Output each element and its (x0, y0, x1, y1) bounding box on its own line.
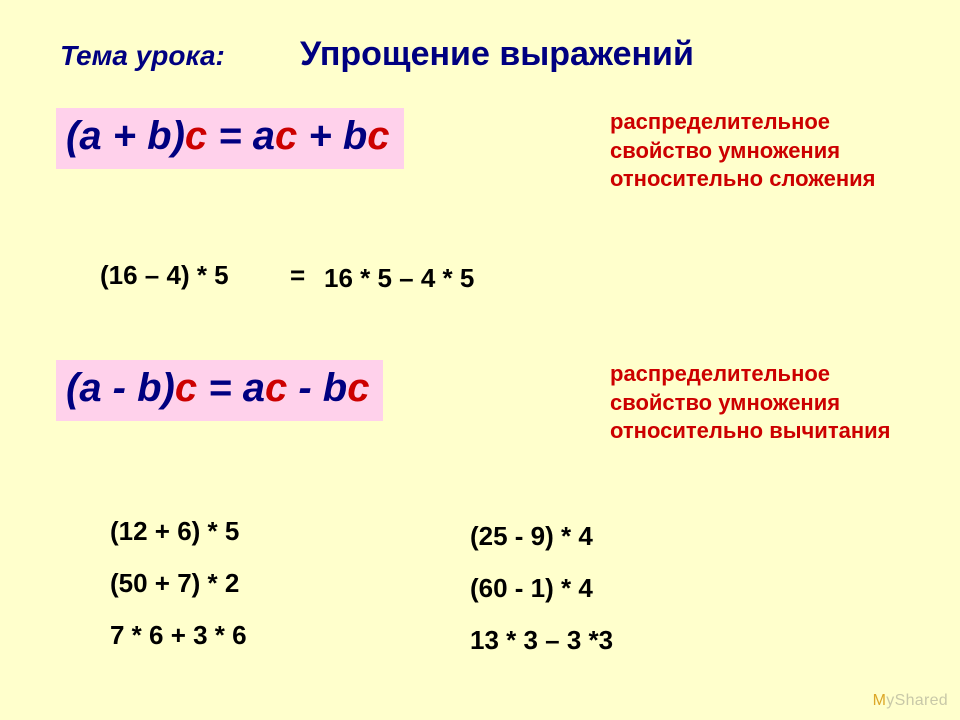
exercises-left: (12 + 6) * 5 (50 + 7) * 2 7 * 6 + 3 * 6 (110, 505, 247, 661)
formula2-lhs-pre: (a - b) (66, 366, 175, 410)
example-equals: = (290, 260, 305, 291)
formula1-mid: + b (297, 114, 367, 158)
formula1-rhs-c2: c (367, 114, 389, 158)
formula-subtraction: (a - b)c = ac - bc (56, 360, 383, 421)
formula1-lhs-pre: (a + b) (66, 114, 185, 158)
lesson-label: Тема урока: (60, 40, 225, 72)
formula2-rhs-c2: c (347, 366, 369, 410)
formula2-lhs-c: c (175, 366, 197, 410)
watermark-accent: M (873, 692, 887, 709)
formula2-rhs-c1: c (265, 366, 287, 410)
desc-addition: распределительное свойство умножения отн… (610, 108, 930, 194)
formula1-eq: = a (207, 114, 275, 158)
formula2-eq: = a (197, 366, 265, 410)
example-left: (16 – 4) * 5 (100, 260, 229, 291)
exercise-item: (50 + 7) * 2 (110, 557, 247, 609)
formula1-lhs-c: c (185, 114, 207, 158)
formula1-rhs-c1: c (275, 114, 297, 158)
formula2-mid: - b (287, 366, 347, 410)
exercise-item: (60 - 1) * 4 (470, 562, 613, 614)
desc-subtraction: распределительное свойство умножения отн… (610, 360, 930, 446)
slide: Тема урока: Упрощение выражений (a + b)c… (0, 0, 960, 720)
exercise-item: (12 + 6) * 5 (110, 505, 247, 557)
page-title: Упрощение выражений (300, 35, 694, 74)
exercise-item: 13 * 3 – 3 *3 (470, 614, 613, 666)
watermark-post: yShared (886, 692, 948, 709)
exercises-right: (25 - 9) * 4 (60 - 1) * 4 13 * 3 – 3 *3 (470, 510, 613, 666)
example-right: 16 * 5 – 4 * 5 (324, 263, 474, 294)
exercise-item: 7 * 6 + 3 * 6 (110, 609, 247, 661)
watermark: MyShared (873, 692, 948, 710)
exercise-item: (25 - 9) * 4 (470, 510, 613, 562)
formula-addition: (a + b)c = ac + bc (56, 108, 404, 169)
